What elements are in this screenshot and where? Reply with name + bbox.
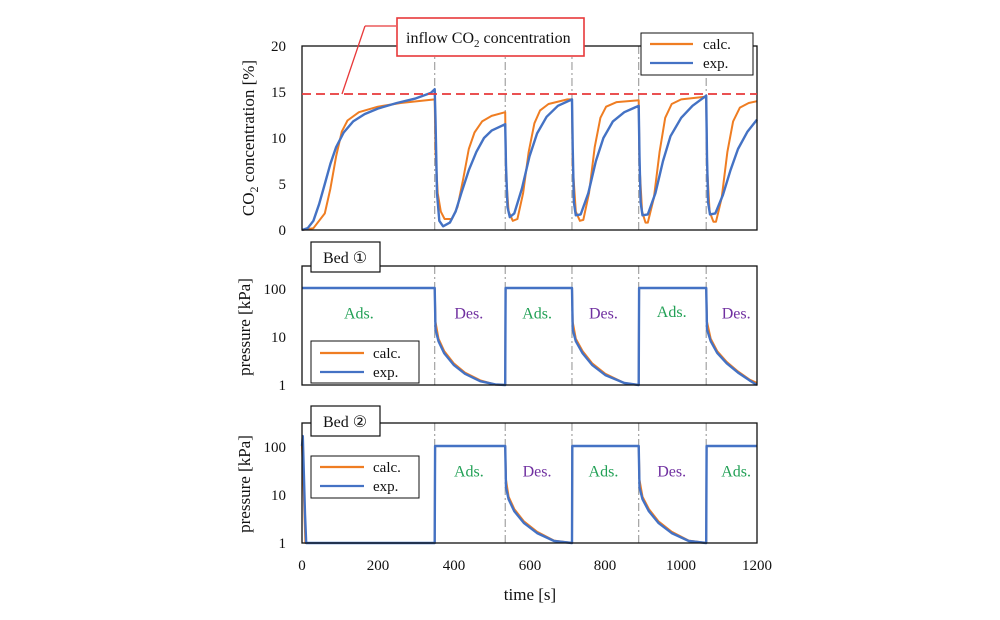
annotation-box xyxy=(396,17,585,57)
bed2-phase-label: Ads. xyxy=(721,463,751,480)
xtick-label: 0 xyxy=(298,558,306,574)
co2-panel: 0 5 10 15 20 CO2 concentration [%] inflo… xyxy=(239,17,758,239)
bed1-label: Bed ① xyxy=(323,250,367,267)
co2-ytick-label: 5 xyxy=(279,177,287,193)
bed1-phase-label: Ads. xyxy=(522,305,552,322)
annotation-text: inflow CO2 concentration xyxy=(406,30,571,50)
xtick-label: 800 xyxy=(594,558,617,574)
x-axis: 0 200 400 600 800 1000 1200 time [s] xyxy=(298,558,772,604)
bed2-legend-label-calc: calc. xyxy=(373,460,401,476)
co2-legend: calc. exp. xyxy=(640,32,754,76)
bed1-legend-label-calc: calc. xyxy=(373,346,401,362)
bed1-legend-box xyxy=(310,340,420,384)
co2-series-layer xyxy=(301,87,758,232)
bed2-legend: calc. exp. xyxy=(310,455,420,499)
bed1-phase-label: Des. xyxy=(722,305,751,322)
bed2-ytick-label: 10 xyxy=(271,488,286,504)
bed2-panel: Ads. Des. Ads. Des. Ads. 1 10 100 pressure [… xyxy=(235,405,758,552)
bed2-legend-box xyxy=(310,455,420,499)
bed1-ytick-label: 100 xyxy=(264,282,287,298)
bed2-phase-label: Des. xyxy=(657,463,686,480)
bed1-phase-label: Des. xyxy=(454,305,483,322)
bed1-series-layer xyxy=(302,286,758,387)
bed1-legend: calc. exp. xyxy=(310,340,420,384)
bed1-phase-label: Des. xyxy=(589,305,618,322)
xtick-label: 200 xyxy=(367,558,390,574)
bed1-label-box xyxy=(310,241,381,273)
co2-legend-label-exp: exp. xyxy=(703,56,728,72)
xtick-label: 400 xyxy=(443,558,466,574)
bed2-label-box xyxy=(310,405,381,437)
bed1-y-axis-title: pressure [kPa] xyxy=(235,278,254,376)
bed1-phase-layer: Ads. Des. Ads. Des. Ads. Des. xyxy=(344,304,751,322)
bed1-series-exp-line xyxy=(302,286,758,387)
bed2-switch-lines xyxy=(434,423,707,543)
bed1-y-ticks: 1 10 100 xyxy=(264,282,287,394)
co2-ytick-label: 0 xyxy=(279,223,287,239)
co2-ytick-label: 15 xyxy=(271,85,286,101)
co2-series-exp-line xyxy=(301,87,758,232)
co2-series-calc-line xyxy=(301,95,758,231)
bed1-legend-label-exp: exp. xyxy=(373,365,398,381)
x-axis-title: time [s] xyxy=(504,585,556,604)
co2-ytick-label: 10 xyxy=(271,131,286,147)
bed1-phase-label: Ads. xyxy=(344,305,374,322)
bed1-ytick-label: 10 xyxy=(271,330,286,346)
bed2-phase-layer: Ads. Des. Ads. Des. Ads. xyxy=(454,463,751,480)
bed2-phase-label: Ads. xyxy=(589,463,619,480)
bed1-phase-label: Ads. xyxy=(657,304,687,321)
bed2-legend-label-exp: exp. xyxy=(373,479,398,495)
bed2-ytick-label: 1 xyxy=(279,536,287,552)
bed2-y-axis-title: pressure [kPa] xyxy=(235,435,254,533)
co2-y-axis-title: CO2 concentration [%] xyxy=(239,60,261,216)
xtick-label: 1200 xyxy=(742,558,772,574)
bed1-panel: Ads. Des. Ads. Des. Ads. Des. 1 10 100 pressu… xyxy=(235,241,758,394)
bed2-plot-frame xyxy=(301,422,758,544)
annotation-leader-line xyxy=(341,25,366,95)
bed1-switch-lines xyxy=(434,266,707,385)
co2-legend-box xyxy=(640,32,754,76)
bed2-phase-label: Ads. xyxy=(454,463,484,480)
bed1-ytick-label: 1 xyxy=(279,378,287,394)
bed2-phase-label: Des. xyxy=(523,463,552,480)
co2-ytick-label: 20 xyxy=(271,39,286,55)
co2-y-ticks: 0 5 10 15 20 xyxy=(271,39,286,239)
co2-legend-label-calc: calc. xyxy=(703,37,731,53)
bed1-plot-frame xyxy=(301,265,758,386)
xtick-label: 600 xyxy=(519,558,542,574)
xtick-label: 1000 xyxy=(666,558,696,574)
bed2-label: Bed ② xyxy=(323,414,367,431)
bed2-y-ticks: 1 10 100 xyxy=(264,440,287,552)
bed2-ytick-label: 100 xyxy=(264,440,287,456)
